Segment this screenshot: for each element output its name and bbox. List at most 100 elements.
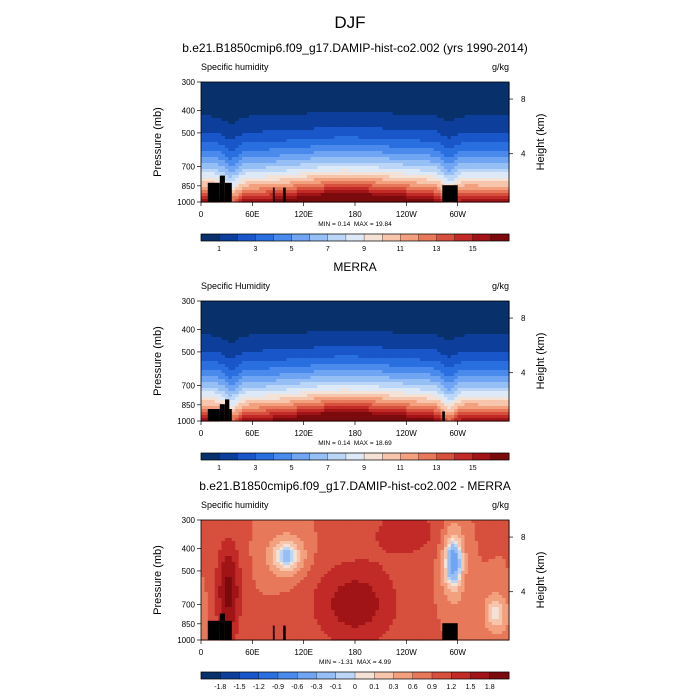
field-cell	[505, 178, 510, 182]
field-cell	[505, 145, 510, 149]
field-cell	[416, 178, 421, 182]
field-cell	[372, 115, 377, 119]
field-cell	[355, 199, 360, 203]
field-cell	[498, 115, 503, 119]
field-cell	[454, 301, 459, 305]
field-cell	[423, 304, 428, 308]
field-cell	[276, 91, 281, 95]
field-cell	[365, 301, 370, 305]
field-cell	[368, 181, 373, 185]
field-cell	[440, 160, 445, 164]
field-cell	[242, 82, 247, 86]
field-cell	[409, 142, 414, 146]
field-cell	[351, 169, 356, 173]
field-cell	[447, 112, 452, 116]
field-cell	[224, 160, 229, 164]
field-cell	[262, 133, 267, 137]
field-cell	[296, 82, 301, 86]
field-cell	[331, 187, 336, 191]
field-cell	[471, 103, 476, 107]
field-cell	[262, 82, 267, 86]
field-cell	[481, 124, 486, 128]
field-cell	[464, 196, 469, 200]
field-cell	[450, 88, 455, 92]
field-cell	[334, 97, 339, 101]
field-cell	[296, 163, 301, 167]
field-cell	[457, 169, 462, 173]
field-cell	[413, 178, 418, 182]
field-cell	[293, 172, 298, 176]
field-cell	[402, 106, 407, 110]
field-cell	[461, 145, 466, 149]
field-cell	[327, 175, 332, 179]
field-cell	[420, 304, 425, 308]
field-cell	[207, 145, 212, 149]
field-cell	[245, 85, 250, 89]
field-cell	[505, 118, 510, 122]
field-cell	[269, 154, 274, 158]
field-cell	[396, 163, 401, 167]
field-cell	[266, 187, 271, 191]
field-cell	[358, 154, 363, 158]
field-cell	[324, 196, 329, 200]
field-cell	[413, 193, 418, 197]
field-cell	[443, 130, 448, 134]
field-cell	[406, 94, 411, 98]
field-cell	[478, 130, 483, 134]
field-cell	[443, 88, 448, 92]
field-cell	[450, 124, 455, 128]
field-cell	[320, 166, 325, 170]
field-cell	[269, 136, 274, 140]
field-cell	[488, 100, 493, 104]
field-cell	[502, 139, 507, 143]
field-cell	[437, 163, 442, 167]
field-cell	[286, 121, 291, 125]
field-cell	[245, 127, 250, 131]
field-cell	[221, 301, 226, 305]
field-cell	[276, 187, 281, 191]
field-cell	[505, 142, 510, 146]
field-cell	[498, 82, 503, 86]
field-cell	[255, 169, 260, 173]
field-cell	[272, 103, 277, 107]
field-cell	[361, 136, 366, 140]
field-cell	[351, 136, 356, 140]
field-cell	[276, 154, 281, 158]
field-cell	[440, 301, 445, 305]
field-cell	[262, 139, 267, 143]
field-cell	[481, 193, 486, 197]
field-cell	[399, 175, 404, 179]
field-cell	[502, 106, 507, 110]
field-cell	[467, 100, 472, 104]
field-cell	[402, 112, 407, 116]
field-cell	[433, 157, 438, 161]
field-cell	[245, 94, 250, 98]
field-cell	[317, 196, 322, 200]
field-cell	[214, 163, 219, 167]
field-cell	[211, 97, 216, 101]
field-cell	[307, 178, 312, 182]
field-cell	[443, 127, 448, 131]
field-cell	[303, 91, 308, 95]
field-cell	[224, 166, 229, 170]
field-cell	[348, 115, 353, 119]
field-cell	[413, 160, 418, 164]
field-cell	[471, 148, 476, 152]
field-cell	[420, 91, 425, 95]
field-cell	[454, 154, 459, 158]
field-cell	[286, 301, 291, 305]
field-cell	[337, 115, 342, 119]
field-cell	[337, 139, 342, 143]
field-cell	[375, 190, 380, 194]
field-cell	[272, 145, 277, 149]
field-cell	[365, 157, 370, 161]
field-cell	[218, 304, 223, 308]
field-cell	[378, 307, 383, 311]
field-cell	[341, 112, 346, 116]
field-cell	[344, 184, 349, 188]
field-cell	[488, 145, 493, 149]
field-cell	[382, 136, 387, 140]
field-cell	[235, 133, 240, 137]
field-cell	[426, 97, 431, 101]
field-cell	[361, 181, 366, 185]
